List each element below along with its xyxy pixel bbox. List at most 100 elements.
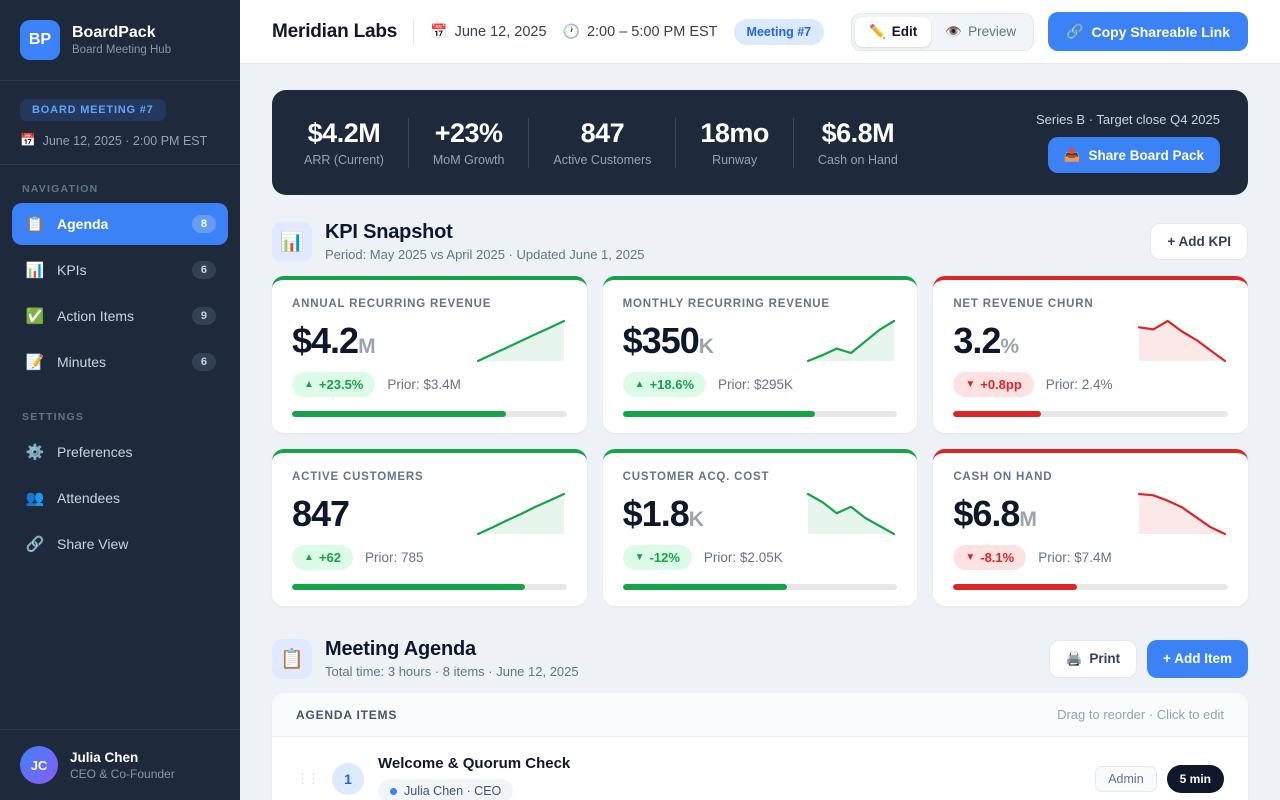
preview-button[interactable]: 👁️ Preview bbox=[931, 17, 1030, 47]
drag-handle-icon[interactable]: ⋮⋮ bbox=[296, 771, 320, 786]
user-profile[interactable]: JC Julia Chen CEO & Co-Founder bbox=[0, 729, 240, 800]
meeting-time-text: 2:00 – 5:00 PM EST bbox=[586, 23, 718, 40]
eye-icon: 👁️ bbox=[945, 23, 963, 39]
prior-value: Prior: $295K bbox=[718, 377, 794, 392]
agenda-items-panel: AGENDA ITEMS Drag to reorder · Click to … bbox=[272, 693, 1248, 800]
sparkline-chart bbox=[1137, 319, 1227, 363]
agenda-item-row[interactable]: ⋮⋮ 1 Welcome & Quorum Check Julia Chen ·… bbox=[272, 737, 1248, 800]
reorder-hint: Drag to reorder · Click to edit bbox=[1057, 707, 1224, 722]
content-scroll-area[interactable]: $4.2M ARR (Current) +23% MoM Growth 847 … bbox=[240, 64, 1280, 800]
add-item-button[interactable]: + Add Item bbox=[1147, 639, 1248, 678]
prior-value: Prior: $2.05K bbox=[703, 550, 783, 565]
meeting-date-text: June 12, 2025 bbox=[454, 23, 547, 40]
owner-dot-icon bbox=[390, 787, 397, 795]
kpi-card-title: ACTIVE CUSTOMERS bbox=[292, 471, 424, 483]
delta-badge: ▼ -8.1% bbox=[953, 545, 1027, 570]
progress-fill bbox=[953, 411, 1042, 417]
meeting-date-text: June 12, 2025 · 2:00 PM EST bbox=[42, 133, 208, 148]
print-label: Print bbox=[1089, 651, 1121, 666]
sidebar-item-label: Agenda bbox=[57, 216, 109, 232]
sidebar-item-label: KPIs bbox=[57, 262, 87, 278]
sidebar-settings: SETTINGS ⚙️ Preferences 👥 Attendees 🔗 Sh… bbox=[0, 393, 240, 575]
print-button[interactable]: 🖨️ Print bbox=[1048, 639, 1138, 678]
share-board-pack-button[interactable]: 📤 Share Board Pack bbox=[1047, 137, 1220, 173]
calendar-icon: 📅 bbox=[430, 23, 448, 39]
kpi-card-title: NET REVENUE CHURN bbox=[953, 298, 1094, 310]
kpi-value: $350 bbox=[622, 320, 700, 361]
copy-link-label: Copy Shareable Link bbox=[1091, 23, 1230, 40]
sparkline-chart bbox=[1137, 492, 1227, 536]
delta-value: +18.6% bbox=[649, 377, 695, 392]
people-icon: 👥 bbox=[25, 490, 45, 507]
sidebar-item-label: Share View bbox=[57, 536, 129, 552]
item-count-badge: 9 bbox=[191, 307, 216, 325]
kpi-section-title: KPI Snapshot bbox=[325, 221, 453, 243]
sidebar-navigation: NAVIGATION 📋 Agenda 8 📊 KPIs 6 ✅ Action … bbox=[0, 165, 240, 393]
kpi-card-title: ANNUAL RECURRING REVENUE bbox=[292, 298, 492, 310]
check-icon: ✅ bbox=[25, 308, 45, 325]
kpi-card-cac: CUSTOMER ACQ. COST $1.8K ▼ -12% Prior: $2… bbox=[602, 449, 918, 606]
kpi-card-grid: ANNUAL RECURRING REVENUE $4.2M ▲ +23.5% P… bbox=[272, 276, 1248, 606]
delta-value: +0.8pp bbox=[980, 377, 1022, 392]
sparkline-chart bbox=[476, 492, 565, 536]
add-kpi-button[interactable]: + Add KPI bbox=[1150, 223, 1248, 260]
stat-mom-growth: +23% MoM Growth bbox=[409, 118, 529, 167]
stat-label: Cash on Hand bbox=[817, 153, 898, 167]
kpi-card-active-customers: ACTIVE CUSTOMERS 847 ▲ +62 Prior: 785 bbox=[272, 449, 587, 606]
agenda-section-title: Meeting Agenda bbox=[325, 638, 476, 660]
kpi-unit: M bbox=[358, 335, 376, 358]
kpi-card-title: CASH ON HAND bbox=[953, 471, 1053, 483]
series-note: Series B · Target close Q4 2025 bbox=[1035, 112, 1220, 127]
clipboard-icon: 📋 bbox=[25, 216, 45, 233]
sidebar-item-share-view[interactable]: 🔗 Share View bbox=[12, 523, 228, 565]
stat-cash-on-hand: $6.8M Cash on Hand bbox=[794, 118, 922, 167]
edit-button[interactable]: ✏️ Edit bbox=[854, 16, 932, 47]
progress-fill bbox=[292, 584, 526, 590]
memo-icon: 📝 bbox=[25, 354, 45, 371]
settings-section-label: SETTINGS bbox=[22, 411, 85, 423]
delta-value: +23.5% bbox=[318, 377, 364, 392]
kpi-card-arr: ANNUAL RECURRING REVENUE $4.2M ▲ +23.5% P… bbox=[272, 276, 587, 433]
up-triangle-icon: ▲ bbox=[304, 379, 314, 390]
sidebar-item-agenda[interactable]: 📋 Agenda 8 bbox=[12, 203, 228, 245]
app-subtitle: Board Meeting Hub bbox=[72, 44, 172, 56]
progress-fill bbox=[953, 584, 1077, 590]
item-count-badge: 6 bbox=[191, 353, 216, 371]
progress-fill bbox=[622, 411, 815, 417]
sidebar-item-action-items[interactable]: ✅ Action Items 9 bbox=[12, 295, 228, 337]
sidebar-item-kpis[interactable]: 📊 KPIs 6 bbox=[12, 249, 228, 291]
delta-value: +62 bbox=[318, 550, 341, 565]
sparkline-chart bbox=[807, 492, 896, 536]
item-count-badge: 6 bbox=[191, 261, 216, 279]
meeting-date: 📅 June 12, 2025 bbox=[430, 23, 546, 40]
delta-badge: ▲ +62 bbox=[292, 545, 353, 570]
prior-value: Prior: $7.4M bbox=[1038, 550, 1112, 565]
company-stats-banner: $4.2M ARR (Current) +23% MoM Growth 847 … bbox=[272, 90, 1248, 195]
owner-name: Julia Chen · CEO bbox=[404, 784, 502, 798]
sidebar-item-preferences[interactable]: ⚙️ Preferences bbox=[12, 431, 228, 473]
agenda-item-owner-chip: Julia Chen · CEO bbox=[378, 779, 514, 800]
kpi-unit: K bbox=[698, 335, 714, 358]
sidebar-item-minutes[interactable]: 📝 Minutes 6 bbox=[12, 341, 228, 383]
meeting-number-badge: Meeting #7 bbox=[733, 18, 825, 45]
sidebar-item-attendees[interactable]: 👥 Attendees bbox=[12, 477, 228, 519]
copy-shareable-link-button[interactable]: 🔗 Copy Shareable Link bbox=[1048, 12, 1248, 51]
agenda-item-category-tag: Admin bbox=[1095, 766, 1157, 792]
stat-value: $4.2M bbox=[307, 118, 381, 148]
progress-track bbox=[622, 411, 898, 417]
up-triangle-icon: ▲ bbox=[304, 552, 314, 563]
stat-runway: 18mo Runway bbox=[676, 118, 793, 167]
stat-label: Runway bbox=[712, 153, 758, 167]
add-item-label: + Add Item bbox=[1163, 651, 1232, 666]
delta-badge: ▲ +18.6% bbox=[622, 372, 707, 397]
kpi-unit: K bbox=[688, 508, 704, 531]
top-header: Meridian Labs 📅 June 12, 2025 🕐 2:00 – 5… bbox=[240, 0, 1280, 64]
sidebar-item-label: Preferences bbox=[57, 444, 133, 460]
sparkline-chart bbox=[476, 319, 565, 363]
stat-value: 847 bbox=[580, 118, 625, 148]
progress-fill bbox=[622, 584, 788, 590]
nav-section-label: NAVIGATION bbox=[22, 183, 99, 195]
user-name: Julia Chen bbox=[70, 749, 139, 765]
main-area: Meridian Labs 📅 June 12, 2025 🕐 2:00 – 5… bbox=[240, 0, 1280, 800]
progress-track bbox=[953, 584, 1228, 590]
